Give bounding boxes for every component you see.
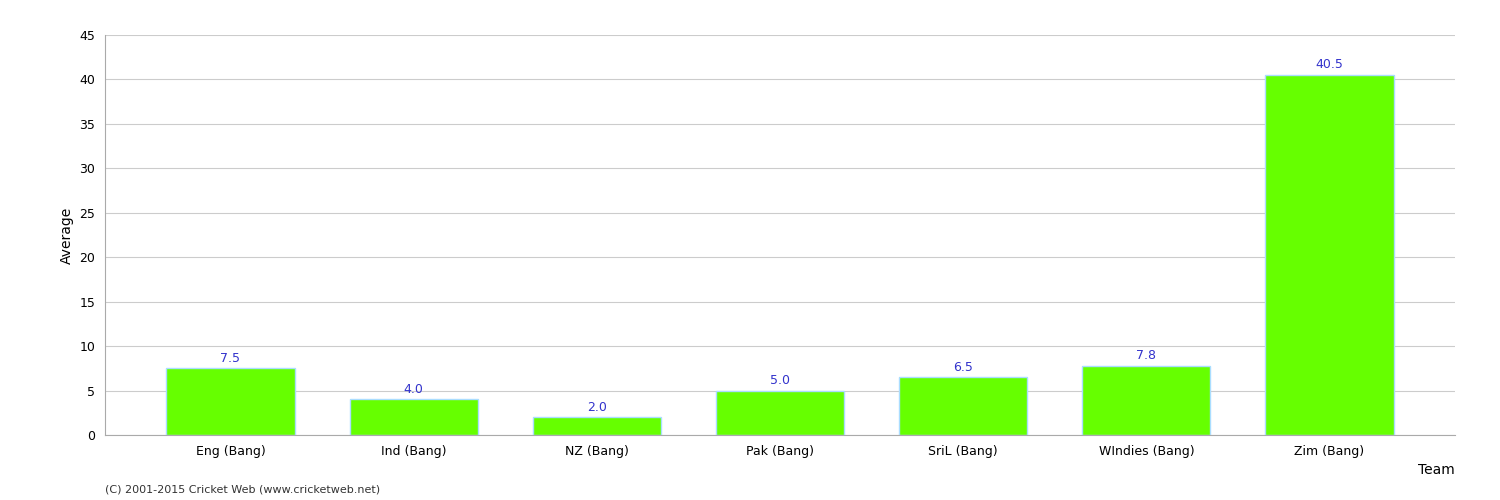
Y-axis label: Average: Average	[60, 206, 74, 264]
Text: 7.8: 7.8	[1137, 349, 1156, 362]
Bar	[716, 390, 844, 435]
Bar	[350, 400, 478, 435]
Text: 7.5: 7.5	[220, 352, 240, 365]
Text: (C) 2001-2015 Cricket Web (www.cricketweb.net): (C) 2001-2015 Cricket Web (www.cricketwe…	[105, 485, 380, 495]
Bar	[898, 377, 1028, 435]
Text: 40.5: 40.5	[1316, 58, 1344, 71]
Text: 5.0: 5.0	[770, 374, 790, 387]
X-axis label: Team: Team	[1419, 464, 1455, 477]
Text: 2.0: 2.0	[586, 400, 608, 413]
Bar	[1082, 366, 1210, 435]
Bar	[532, 417, 662, 435]
Text: 6.5: 6.5	[952, 360, 974, 374]
Bar	[166, 368, 294, 435]
Bar	[1266, 75, 1394, 435]
Text: 4.0: 4.0	[404, 383, 423, 396]
